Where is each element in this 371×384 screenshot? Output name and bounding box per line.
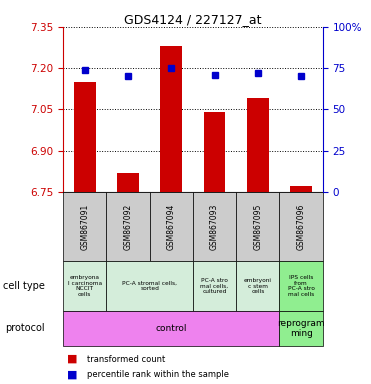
- Text: GSM867091: GSM867091: [80, 204, 89, 250]
- Bar: [63, 192, 106, 261]
- Bar: [161, 46, 182, 192]
- Bar: [74, 82, 96, 192]
- Text: reprogram
ming: reprogram ming: [277, 319, 325, 338]
- Text: GSM867094: GSM867094: [167, 204, 176, 250]
- Bar: [247, 98, 269, 192]
- Bar: [193, 192, 236, 261]
- Text: percentile rank within the sample: percentile rank within the sample: [87, 370, 229, 379]
- Text: PC-A stromal cells,
sorted: PC-A stromal cells, sorted: [122, 281, 177, 291]
- Bar: [63, 261, 106, 311]
- Bar: [290, 187, 312, 192]
- Bar: [106, 192, 150, 261]
- Text: GSM867093: GSM867093: [210, 204, 219, 250]
- Bar: [63, 311, 279, 346]
- Text: GSM867092: GSM867092: [124, 204, 132, 250]
- Bar: [117, 173, 139, 192]
- Text: ■: ■: [67, 354, 77, 364]
- Text: protocol: protocol: [5, 323, 45, 333]
- Text: PC-A stro
mal cells,
cultured: PC-A stro mal cells, cultured: [200, 278, 229, 295]
- Text: transformed count: transformed count: [87, 354, 165, 364]
- Text: GSM867096: GSM867096: [297, 204, 306, 250]
- Text: IPS cells
from
PC-A stro
mal cells: IPS cells from PC-A stro mal cells: [288, 275, 315, 297]
- Bar: [279, 261, 323, 311]
- Text: embryona
l carcinoma
NCCIT
cells: embryona l carcinoma NCCIT cells: [68, 275, 102, 297]
- Bar: [193, 261, 236, 311]
- Bar: [236, 192, 279, 261]
- Text: control: control: [155, 324, 187, 333]
- Text: embryoni
c stem
cells: embryoni c stem cells: [244, 278, 272, 295]
- Text: GSM867095: GSM867095: [253, 204, 262, 250]
- Bar: [204, 112, 226, 192]
- Text: ■: ■: [67, 369, 77, 379]
- Bar: [279, 311, 323, 346]
- Title: GDS4124 / 227127_at: GDS4124 / 227127_at: [124, 13, 262, 26]
- Bar: [236, 261, 279, 311]
- Bar: [150, 192, 193, 261]
- Bar: [106, 261, 193, 311]
- Text: cell type: cell type: [3, 281, 45, 291]
- Bar: [279, 192, 323, 261]
